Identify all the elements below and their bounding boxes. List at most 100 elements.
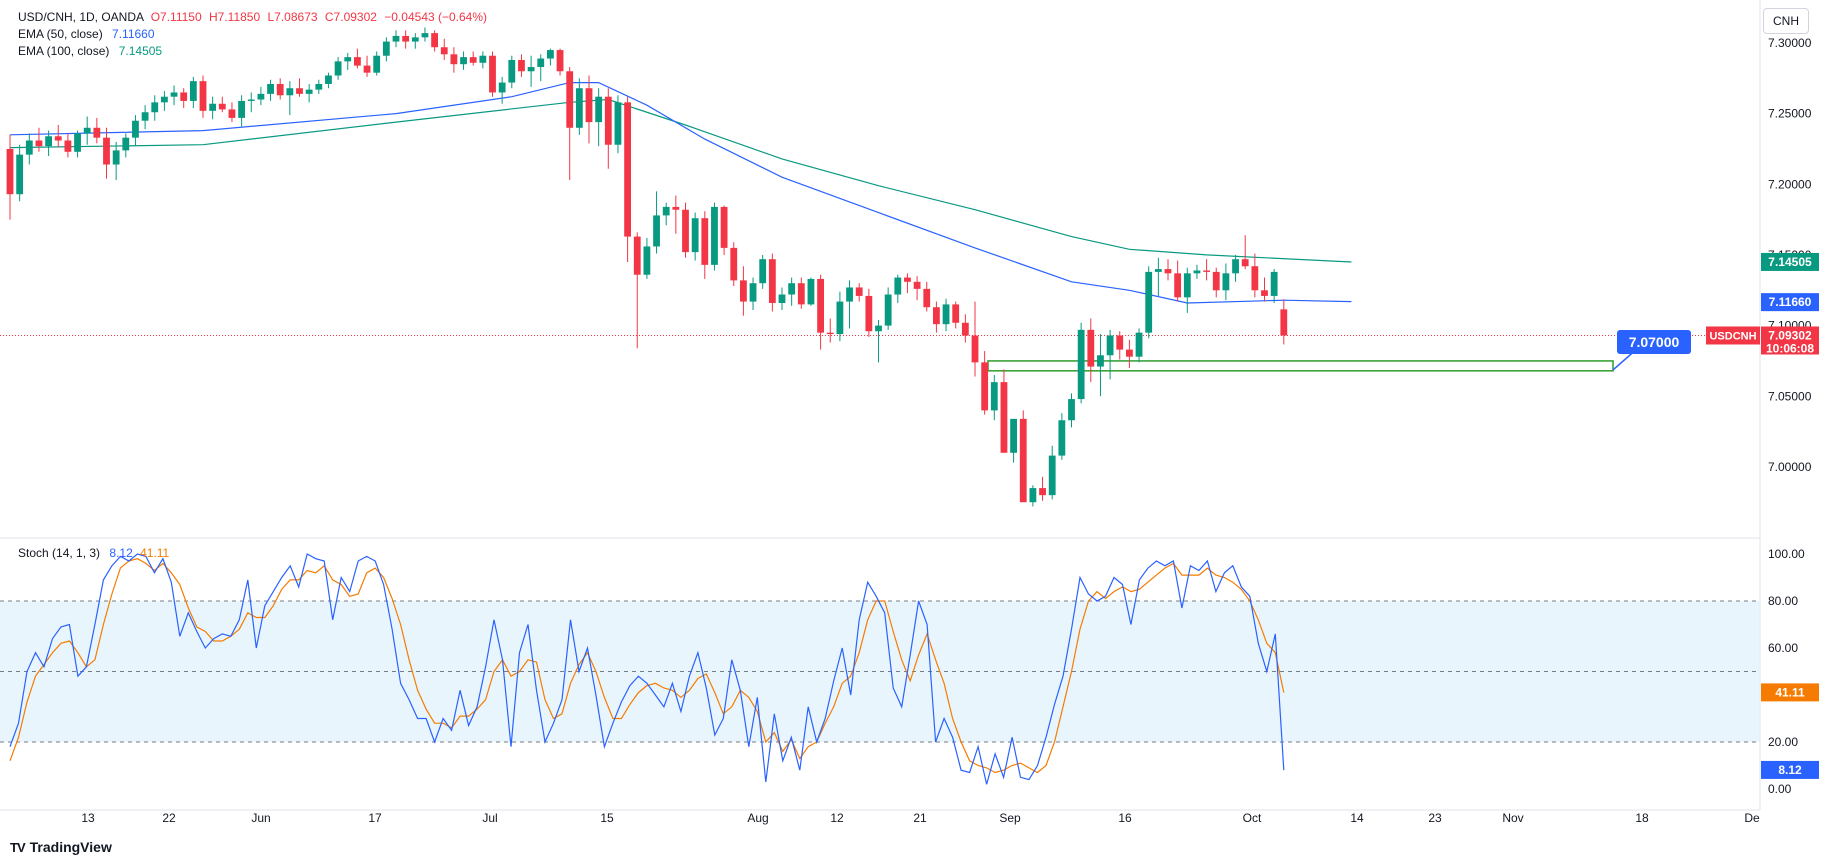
candle <box>1280 299 1288 345</box>
candle <box>93 117 101 144</box>
candle <box>1135 328 1143 363</box>
candle <box>614 95 622 154</box>
candle-body <box>701 218 709 265</box>
candle <box>836 291 844 342</box>
candle-body <box>604 96 612 145</box>
candle <box>508 55 516 89</box>
candle <box>875 319 882 363</box>
candle <box>122 133 130 158</box>
candle-body <box>170 92 178 97</box>
candle-body <box>884 294 892 326</box>
candle-body <box>1203 270 1210 272</box>
time-tick-label: Jun <box>251 811 270 825</box>
candle <box>740 266 747 316</box>
candle <box>286 81 294 116</box>
candle <box>981 351 989 415</box>
candle <box>1193 264 1201 279</box>
candle <box>402 30 410 49</box>
candle-body <box>440 47 448 55</box>
candle <box>209 96 217 120</box>
candle-body <box>122 137 130 151</box>
candle-body <box>1126 349 1133 357</box>
candle <box>672 195 680 234</box>
candle-body <box>83 127 91 134</box>
time-tick-label: Nov <box>1502 811 1523 825</box>
stoch-label: Stoch (14, 1, 3) <box>18 546 101 560</box>
candle-body <box>1000 382 1008 453</box>
symbol-badge-label: USDCNH <box>1709 330 1756 342</box>
candle <box>64 133 72 158</box>
candle-body <box>373 55 381 73</box>
candle <box>170 85 178 106</box>
candle <box>382 37 390 62</box>
price-tick-label: 7.25000 <box>1768 107 1812 121</box>
candle-body <box>527 67 535 72</box>
candle-body <box>1270 271 1278 296</box>
candle <box>1058 413 1066 460</box>
candle <box>1251 253 1259 298</box>
candle-body <box>45 136 52 147</box>
candle <box>701 211 709 279</box>
candle-body <box>575 88 583 128</box>
candle <box>450 47 458 73</box>
candle-body <box>653 215 660 247</box>
candle <box>45 130 52 157</box>
time-tick-label: 13 <box>81 811 95 825</box>
stoch-k-badge-bg <box>1761 760 1819 779</box>
candle <box>151 95 159 121</box>
candle <box>1077 322 1085 404</box>
candle <box>797 277 805 309</box>
candle-body <box>64 140 72 152</box>
candle <box>942 298 950 332</box>
candle <box>132 115 139 147</box>
candle <box>6 134 14 220</box>
price-badge-bg <box>1761 326 1819 355</box>
candle <box>624 96 631 263</box>
candle-body <box>1048 455 1056 496</box>
candle <box>267 79 274 101</box>
candle <box>161 91 168 111</box>
price-badge-label: 7.09302 <box>1768 328 1812 342</box>
candle <box>961 314 969 343</box>
currency-button[interactable]: CNH <box>1763 8 1809 34</box>
candle-body <box>325 75 332 84</box>
candle <box>1029 485 1037 507</box>
candle-body <box>595 96 603 123</box>
candle <box>315 79 323 94</box>
close-value: C7.09302 <box>324 10 377 24</box>
candle <box>325 72 332 89</box>
candle-body <box>1068 399 1075 421</box>
candle-body <box>643 246 651 275</box>
tradingview-logo[interactable]: TV TradingView <box>10 839 112 855</box>
candle <box>817 274 824 350</box>
ema50-badge-bg <box>1761 293 1819 312</box>
time-tick-label: 21 <box>913 811 927 825</box>
ema50-legend[interactable]: EMA (50, close) 7.11660 <box>18 27 155 41</box>
candle-body <box>421 33 429 38</box>
candle <box>1000 369 1008 453</box>
ema100-legend[interactable]: EMA (100, close) 7.14505 <box>18 44 162 58</box>
candle-body <box>865 295 873 332</box>
candle <box>411 33 419 49</box>
stoch-tick-label: 60.00 <box>1768 641 1798 655</box>
candle-body <box>450 54 458 65</box>
candle-body <box>180 92 188 101</box>
stoch-legend[interactable]: Stoch (14, 1, 3) 8.12 41.11 <box>18 546 169 560</box>
candle-body <box>392 35 400 42</box>
ema50-label: EMA (50, close) <box>18 27 103 41</box>
candle <box>662 202 670 226</box>
candle <box>933 301 940 333</box>
ema100-badge-label: 7.14505 <box>1768 255 1812 269</box>
candle-body <box>228 109 236 118</box>
candle-body <box>93 127 101 138</box>
stoch-tick-label: 0.00 <box>1768 782 1792 796</box>
candle <box>1183 267 1191 313</box>
change-value: −0.04543 (−0.64%) <box>384 10 488 24</box>
candle-body <box>1174 273 1182 298</box>
candle <box>1164 259 1172 281</box>
candle-body <box>1183 273 1191 298</box>
candle-body <box>759 259 767 284</box>
candle-body <box>344 57 352 62</box>
candle <box>711 202 718 271</box>
